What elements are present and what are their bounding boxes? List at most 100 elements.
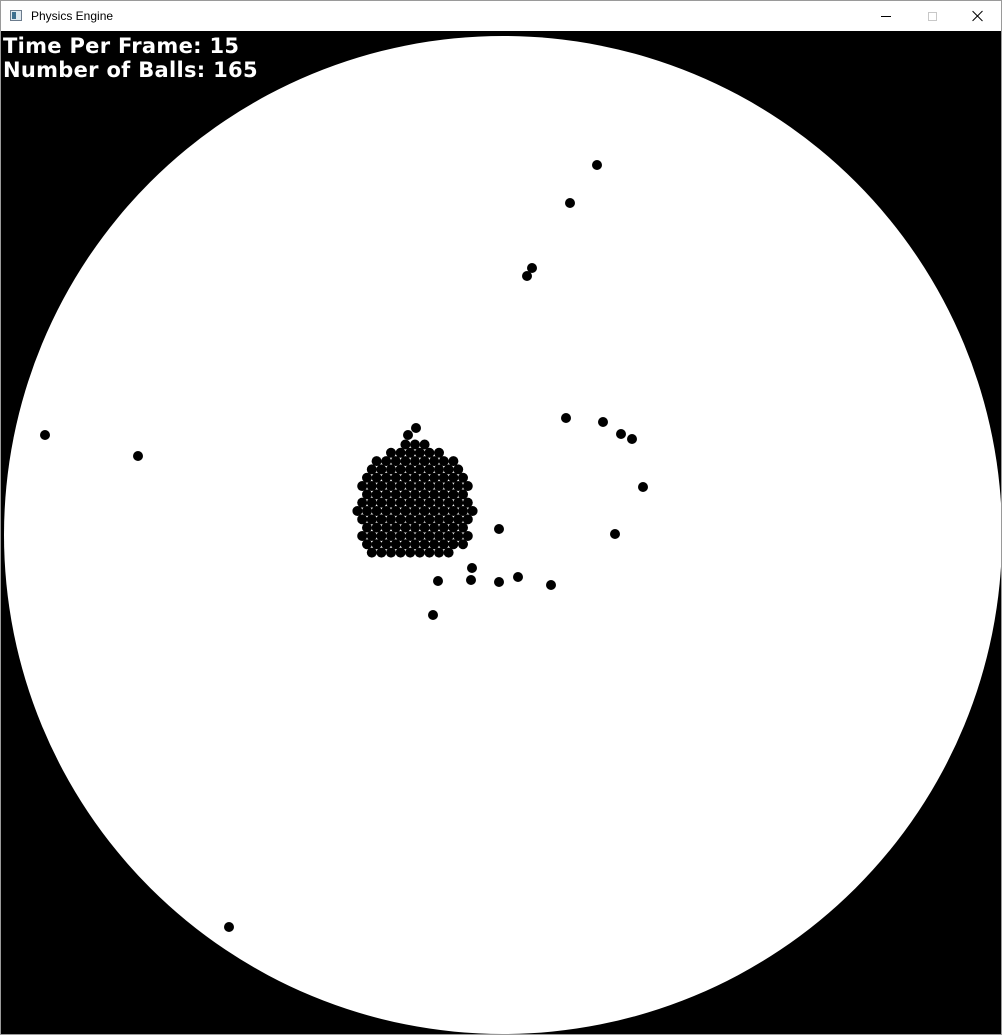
ball [627, 434, 637, 444]
ball [366, 530, 377, 541]
ball [371, 456, 382, 467]
ball [381, 456, 392, 467]
ball [400, 439, 411, 450]
ball [438, 472, 449, 483]
ball [453, 464, 464, 475]
ball [366, 514, 377, 525]
ball [381, 472, 392, 483]
ball [133, 451, 143, 461]
ball [414, 514, 425, 525]
ball [438, 539, 449, 550]
ball [429, 472, 440, 483]
ball [414, 447, 425, 458]
ball [546, 580, 556, 590]
ball [410, 539, 420, 550]
ball [414, 530, 425, 541]
ball [428, 610, 438, 620]
ball [448, 489, 459, 500]
ball [433, 576, 443, 586]
ball [443, 481, 454, 492]
ball [453, 514, 464, 525]
ball [467, 506, 478, 516]
ball [395, 530, 406, 541]
ball [513, 572, 523, 582]
ball [443, 464, 454, 475]
ball [438, 456, 449, 467]
ball [400, 539, 411, 550]
title-bar[interactable]: Physics Engine [1, 1, 1001, 31]
ball [403, 430, 413, 440]
ball [400, 506, 411, 516]
ball [376, 464, 387, 475]
ball [410, 506, 420, 516]
ball [466, 575, 476, 585]
minimize-button[interactable] [863, 1, 909, 31]
ball [434, 497, 444, 508]
ball [424, 481, 435, 492]
ball [40, 430, 50, 440]
ball [565, 198, 575, 208]
ball-count-label: Number of Balls: [3, 58, 206, 82]
ball [410, 456, 420, 467]
ball [453, 530, 464, 541]
ball [419, 506, 430, 516]
ball [616, 429, 626, 439]
ball [410, 472, 420, 483]
ball [386, 547, 396, 558]
time-per-frame-label: Time Per Frame: [3, 34, 202, 58]
ball [443, 530, 454, 541]
ball [366, 464, 377, 475]
ball [592, 160, 602, 170]
ball-count-value: 165 [213, 58, 258, 82]
ball [390, 506, 401, 516]
ball [414, 497, 425, 508]
ball [462, 514, 473, 525]
maximize-button[interactable] [909, 1, 955, 31]
ball [400, 522, 411, 533]
ball [443, 497, 454, 508]
ball [357, 530, 368, 541]
ball [405, 464, 416, 475]
ball [376, 547, 387, 558]
ball [458, 489, 468, 500]
ball [458, 506, 468, 516]
ball [424, 497, 435, 508]
simulation-view[interactable] [1, 31, 1001, 1034]
ball [448, 522, 459, 533]
ball [424, 447, 435, 458]
ball [371, 506, 382, 516]
time-per-frame-value: 15 [209, 34, 240, 58]
ball [438, 522, 449, 533]
ball [405, 497, 416, 508]
ball [395, 497, 406, 508]
maximize-icon [927, 11, 937, 21]
ball [390, 489, 401, 500]
ball [371, 472, 382, 483]
ball [376, 497, 387, 508]
close-icon [972, 10, 984, 22]
ball [458, 522, 468, 533]
ball [434, 464, 444, 475]
time-per-frame-readout: Time Per Frame: 15 [3, 34, 258, 58]
ball [462, 497, 473, 508]
ball [522, 271, 532, 281]
simulation-canvas[interactable]: Time Per Frame: 15 Number of Balls: 165 [1, 31, 1001, 1034]
ball [443, 547, 454, 558]
ball [400, 456, 411, 467]
ball [400, 472, 411, 483]
ball [414, 464, 425, 475]
ball [362, 522, 372, 533]
ball [400, 489, 411, 500]
close-button[interactable] [955, 1, 1001, 31]
ball [527, 263, 537, 273]
hud-overlay: Time Per Frame: 15 Number of Balls: 165 [3, 34, 258, 82]
ball [419, 539, 430, 550]
ball [467, 563, 477, 573]
ball [462, 481, 473, 492]
ball [453, 497, 464, 508]
minimize-icon [881, 15, 891, 17]
ball [462, 530, 473, 541]
ball [494, 577, 504, 587]
ball [494, 524, 504, 534]
